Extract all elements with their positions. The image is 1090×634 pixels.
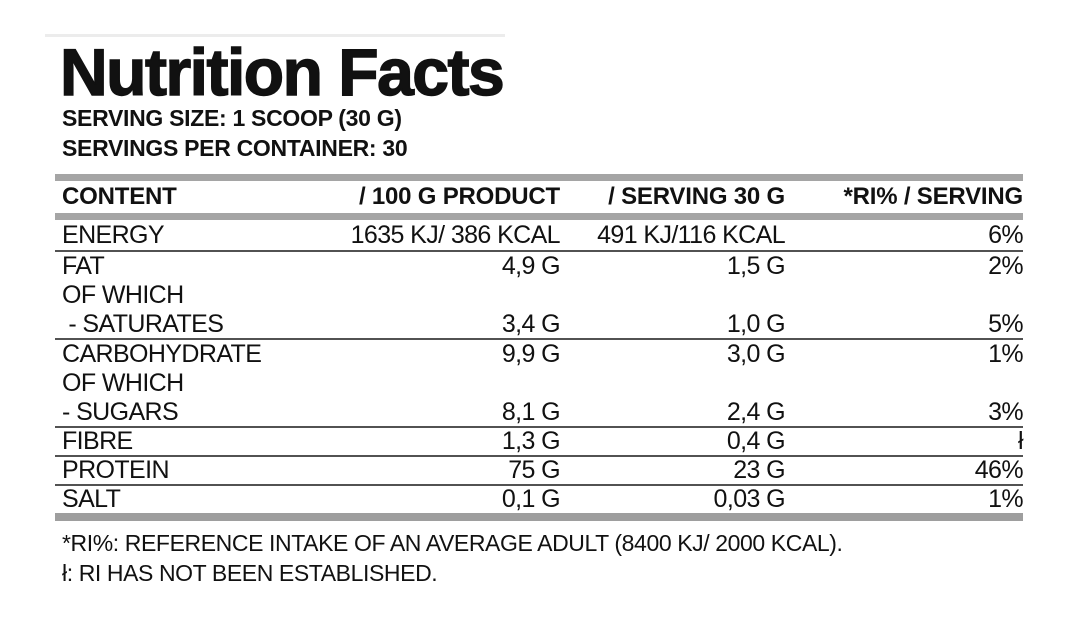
per-100g-value: 1,3 G <box>501 427 561 455</box>
ri-value: 5% <box>988 309 1024 338</box>
per-100g-value: 9,9 G <box>501 340 561 368</box>
row-label: ENERGY <box>62 220 165 249</box>
per-100g-value: 4,9 G <box>501 252 561 280</box>
row-label: OF WHICH <box>62 369 184 397</box>
header-top-bar <box>55 174 1023 181</box>
servings-per-container-line: SERVINGS PER CONTAINER: 30 <box>62 135 408 161</box>
table-bottom-bar <box>55 513 1023 521</box>
header-bottom-bar <box>55 213 1023 220</box>
watermark-streak <box>45 34 505 37</box>
row-label: SALT <box>62 485 121 513</box>
row-label: FAT <box>62 252 105 280</box>
row-label: CARBOHYDRATE <box>62 340 262 368</box>
per-100g-value: 8,1 G <box>501 397 561 426</box>
separator-line <box>55 426 1023 428</box>
table-row-protein: PROTEIN 75 G 23 G 46% <box>55 456 1024 484</box>
ri-value: 1% <box>988 485 1024 513</box>
per-serving-value: 2,4 G <box>726 397 786 426</box>
row-label: PROTEIN <box>62 456 170 484</box>
per-100g-value: 1635 KJ/ 386 KCAL <box>350 220 561 249</box>
footnote-ri-definition: *RI%: REFERENCE INTAKE OF AN AVERAGE ADU… <box>62 530 843 556</box>
ri-value: ł <box>1018 427 1024 455</box>
nutrition-facts-title: Nutrition Facts <box>59 35 505 109</box>
column-header-per-serving: / SERVING 30 G <box>608 183 785 210</box>
separator-line <box>55 250 1023 252</box>
ri-value: 1% <box>988 340 1024 368</box>
nutrition-table: CONTENT / 100 G PRODUCT / SERVING 30 G *… <box>55 174 1024 521</box>
separator-line <box>55 484 1023 486</box>
table-row-fat-of-which: OF WHICH <box>55 281 1023 310</box>
serving-size-line: SERVING SIZE: 1 SCOOP (30 G) <box>62 105 402 131</box>
per-serving-value: 0,4 G <box>726 427 786 455</box>
table-row-fat: FAT 4,9 G 1,5 G 2% <box>55 252 1024 281</box>
separator-line <box>55 455 1023 457</box>
per-serving-value: 1,0 G <box>726 309 786 338</box>
per-serving-value: 1,5 G <box>726 252 786 280</box>
separator-line <box>55 338 1023 340</box>
ri-value: 2% <box>988 252 1024 280</box>
per-serving-value: 0,03 G <box>713 485 786 513</box>
row-label: OF WHICH <box>62 281 184 309</box>
ri-value: 46% <box>974 456 1024 484</box>
table-row-sugars: - SUGARS 8,1 G 2,4 G 3% <box>55 397 1024 426</box>
row-label: FIBRE <box>62 427 133 455</box>
per-100g-value: 3,4 G <box>501 309 561 338</box>
column-header-per-100g: / 100 G PRODUCT <box>358 183 560 210</box>
row-label: - SUGARS <box>62 397 179 426</box>
per-serving-value: 491 KJ/116 KCAL <box>597 220 785 249</box>
table-row-carbohydrate: CARBOHYDRATE 9,9 G 3,0 G 1% <box>55 340 1024 369</box>
table-header-row: CONTENT / 100 G PRODUCT / SERVING 30 G *… <box>55 181 1023 213</box>
column-header-content: CONTENT <box>62 183 177 210</box>
table-row-energy: ENERGY 1635 KJ/ 386 KCAL 491 KJ/116 KCAL… <box>55 220 1024 250</box>
table-row-carb-of-which: OF WHICH <box>55 369 1023 398</box>
ri-value: 6% <box>988 220 1024 249</box>
table-row-salt: SALT 0,1 G 0,03 G 1% <box>55 485 1024 513</box>
ri-value: 3% <box>988 397 1024 426</box>
per-100g-value: 0,1 G <box>501 485 561 513</box>
per-serving-value: 3,0 G <box>726 340 786 368</box>
table-row-fibre: FIBRE 1,3 G 0,4 G ł <box>55 427 1024 455</box>
column-header-ri-per-serving: *RI% / SERVING <box>843 183 1024 210</box>
footnote-ri-not-established: ł: RI HAS NOT BEEN ESTABLISHED. <box>62 560 438 586</box>
per-serving-value: 23 G <box>733 456 785 484</box>
footnotes: *RI%: REFERENCE INTAKE OF AN AVERAGE ADU… <box>62 528 843 588</box>
per-100g-value: 75 G <box>508 456 560 484</box>
table-row-saturates: - SATURATES 3,4 G 1,0 G 5% <box>55 310 1023 338</box>
row-label: - SATURATES <box>62 309 224 338</box>
